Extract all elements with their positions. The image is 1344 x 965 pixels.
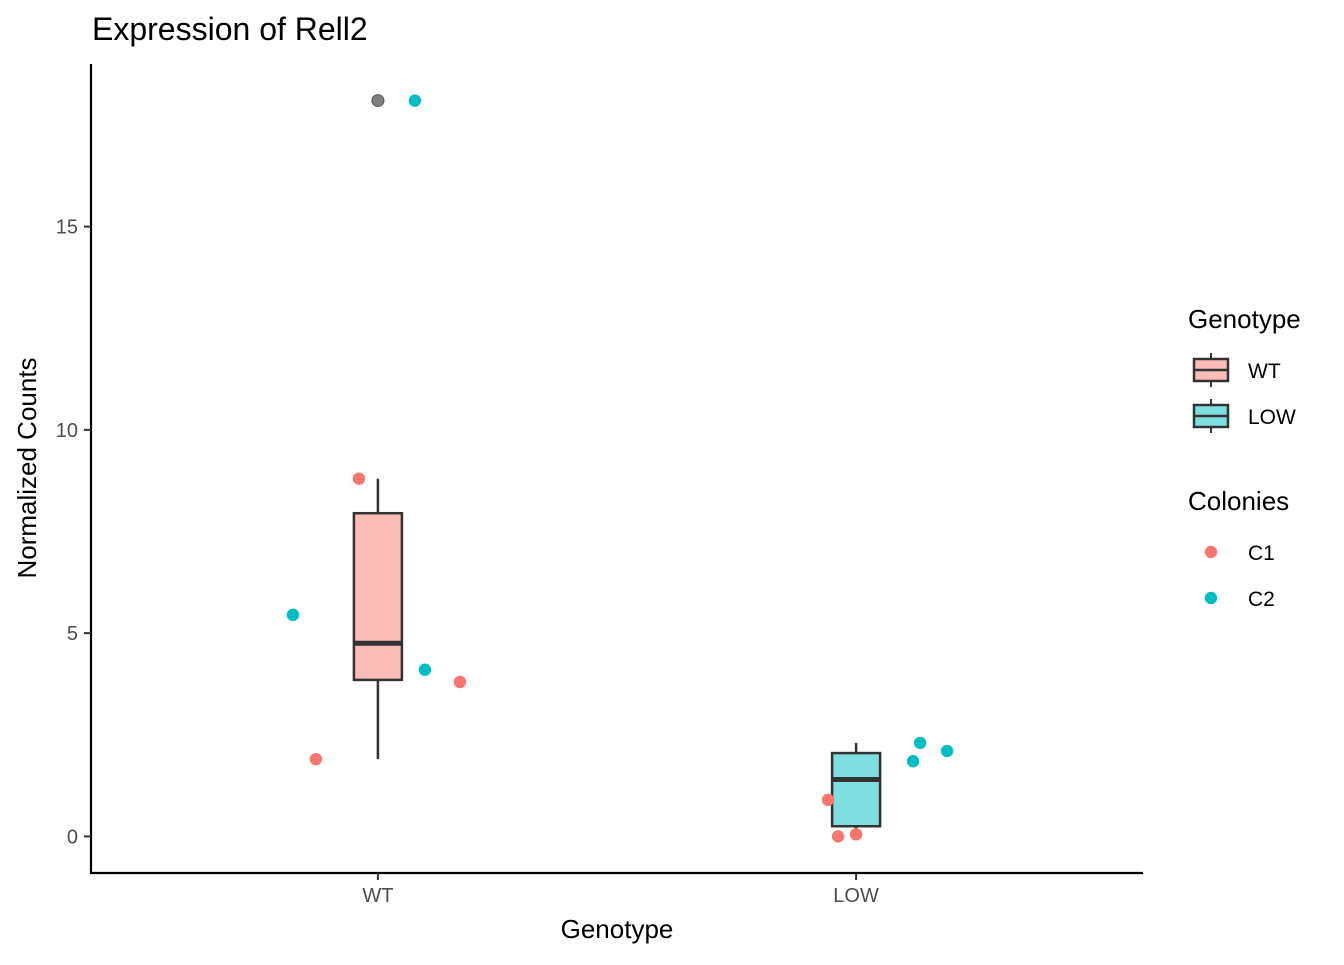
- box-wt-outlier: [371, 94, 385, 108]
- point-c1: [821, 793, 835, 807]
- point-c2: [286, 608, 300, 622]
- boxplots: [352, 94, 882, 835]
- box-wt: [352, 511, 404, 682]
- y-tick-label: 5: [67, 623, 78, 645]
- point-c1: [453, 675, 467, 689]
- legend-label: WT: [1248, 360, 1281, 383]
- y-tick-label: 15: [56, 217, 78, 239]
- box-low: [830, 751, 882, 828]
- point-c2: [913, 736, 927, 750]
- legend-key-point: [1204, 545, 1218, 559]
- x-tick-label: LOW: [833, 885, 879, 907]
- point-c2: [408, 94, 422, 107]
- data-points: [286, 94, 954, 843]
- y-tick-label: 0: [67, 826, 78, 848]
- legend-label: C2: [1248, 588, 1275, 611]
- point-c2: [418, 663, 432, 676]
- legend-title: Genotype: [1188, 304, 1301, 334]
- x-axis-ticks: WT LOW: [362, 873, 879, 907]
- point-c1: [849, 828, 863, 841]
- point-c2: [906, 755, 920, 768]
- legend-colonies: Colonies C1 C2: [1188, 486, 1289, 611]
- point-c1: [309, 752, 323, 766]
- y-axis-title: Normalized Counts: [12, 357, 42, 578]
- chart-title: Expression of Rell2: [92, 11, 368, 47]
- legends: Genotype WT LOW Colonies C1 C2: [1188, 304, 1301, 611]
- legend-label: LOW: [1248, 406, 1296, 429]
- x-axis-title: Genotype: [561, 914, 674, 944]
- y-axis-ticks: 0 5 10 15: [56, 217, 91, 848]
- legend-title: Colonies: [1188, 486, 1289, 516]
- point-c1: [352, 472, 366, 485]
- point-c1: [831, 830, 845, 843]
- point-c2: [940, 744, 954, 758]
- legend-key-point: [1204, 591, 1218, 605]
- x-tick-label: WT: [362, 885, 393, 907]
- legend-genotype: Genotype WT LOW: [1188, 304, 1301, 433]
- y-tick-label: 10: [56, 420, 78, 442]
- legend-label: C1: [1248, 542, 1275, 565]
